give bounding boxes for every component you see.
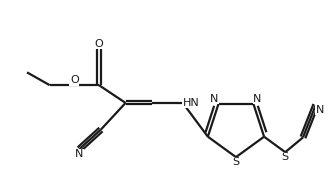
Text: HN: HN (183, 98, 200, 108)
Text: N: N (75, 149, 83, 159)
Text: S: S (232, 157, 240, 167)
Text: N: N (316, 105, 324, 115)
Text: O: O (70, 75, 79, 85)
Text: N: N (210, 94, 218, 104)
Text: N: N (253, 94, 262, 104)
Text: S: S (282, 152, 289, 162)
Text: O: O (95, 39, 103, 49)
